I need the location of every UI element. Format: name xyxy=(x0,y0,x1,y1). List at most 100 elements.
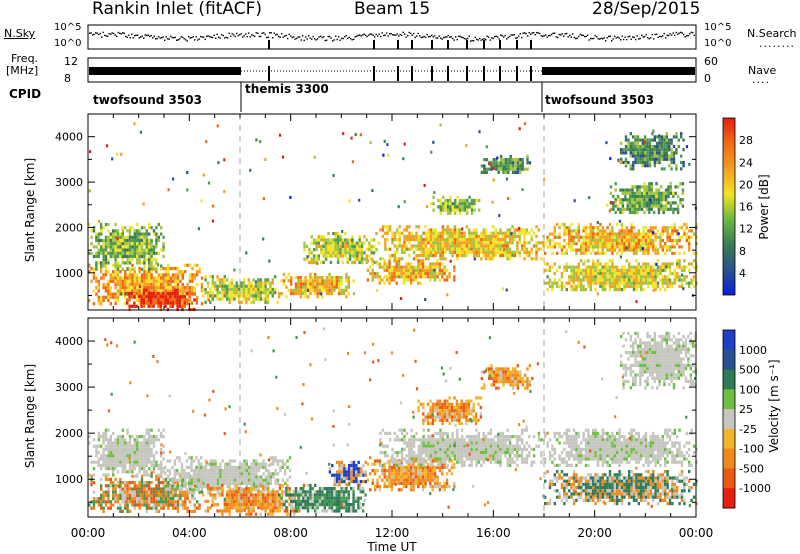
data-cell xyxy=(114,493,117,497)
data-cell xyxy=(618,281,621,285)
cell-column xyxy=(523,228,526,261)
data-cell xyxy=(193,503,196,507)
cell-column xyxy=(483,158,486,174)
data-cell xyxy=(662,210,665,215)
cell-column xyxy=(214,281,217,298)
data-cell xyxy=(653,151,656,155)
data-cell xyxy=(665,157,668,161)
data-cell xyxy=(644,232,648,236)
cell-column xyxy=(611,226,614,255)
data-cell xyxy=(384,231,387,235)
data-cell xyxy=(97,302,100,306)
data-cell xyxy=(254,297,258,301)
noise-point xyxy=(450,36,452,38)
data-cell xyxy=(368,244,371,248)
data-cell xyxy=(145,298,148,303)
noise-point xyxy=(245,33,247,35)
noise-point xyxy=(588,39,590,41)
data-cell xyxy=(150,251,153,255)
data-cell xyxy=(167,506,170,510)
noise-point xyxy=(144,34,146,36)
data-cell xyxy=(460,231,464,235)
cell-column xyxy=(446,198,450,215)
data-cell xyxy=(630,265,633,269)
data-cell xyxy=(606,262,609,266)
data-cell xyxy=(220,278,223,282)
data-cell xyxy=(269,291,272,295)
data-cell xyxy=(145,503,148,507)
data-cell xyxy=(635,251,638,255)
data-cell xyxy=(677,232,680,236)
data-cell xyxy=(114,292,117,296)
data-cell xyxy=(421,268,425,272)
data-cell xyxy=(264,300,267,304)
data-cell xyxy=(484,231,488,235)
data-cell xyxy=(437,205,440,209)
data-cell xyxy=(145,493,148,497)
data-cell xyxy=(402,268,406,272)
noise-point xyxy=(566,32,568,35)
data-cell xyxy=(548,232,552,236)
cell-column xyxy=(287,272,290,292)
cell-column xyxy=(441,262,444,279)
data-cell xyxy=(109,279,112,283)
data-cell xyxy=(504,167,508,171)
cell-column xyxy=(656,229,660,255)
data-cell xyxy=(647,238,650,243)
data-cell xyxy=(635,259,638,263)
data-cell xyxy=(516,234,519,238)
data-cell xyxy=(659,238,662,243)
data-cell xyxy=(102,286,105,290)
data-cell xyxy=(619,198,622,202)
noise-point xyxy=(267,36,269,38)
data-cell xyxy=(609,207,613,211)
data-cell xyxy=(121,497,124,501)
data-cell xyxy=(477,254,481,258)
data-cell xyxy=(133,503,136,507)
noise-point xyxy=(561,33,563,35)
data-cell xyxy=(589,272,592,276)
data-cell xyxy=(628,204,632,208)
noise-point xyxy=(615,37,617,39)
data-cell xyxy=(596,242,600,246)
data-cell xyxy=(274,287,277,292)
data-cell xyxy=(592,272,595,276)
cell-column xyxy=(290,276,293,296)
data-cell xyxy=(669,181,672,185)
data-cell xyxy=(131,490,134,494)
data-cell xyxy=(616,281,619,285)
noise-point xyxy=(104,34,106,37)
data-cell xyxy=(484,234,488,238)
noise-point xyxy=(194,39,196,41)
noise-point xyxy=(530,33,532,35)
data-cell xyxy=(463,234,466,238)
data-cell xyxy=(145,258,148,262)
data-cell xyxy=(155,509,158,513)
data-cell xyxy=(128,261,132,265)
noise-point xyxy=(302,35,304,37)
data-cell xyxy=(454,198,457,203)
data-cell xyxy=(620,265,624,269)
cell-column xyxy=(671,262,674,288)
data-cell xyxy=(674,201,677,205)
data-cell xyxy=(381,265,384,269)
data-cell xyxy=(589,235,592,239)
cell-column xyxy=(663,135,666,171)
data-cell xyxy=(176,291,179,296)
data-cell xyxy=(660,148,664,152)
noise-point xyxy=(321,36,323,39)
data-cell xyxy=(262,297,265,301)
data-cell xyxy=(648,160,652,165)
data-cell xyxy=(162,298,165,302)
data-cell xyxy=(565,288,568,292)
data-cell xyxy=(353,244,357,248)
data-cell xyxy=(637,284,640,288)
data-cell xyxy=(327,238,330,242)
data-cell xyxy=(396,247,399,251)
data-cell xyxy=(128,509,132,513)
noise-point xyxy=(158,36,160,38)
data-cell xyxy=(604,272,607,276)
data-cell xyxy=(287,272,290,276)
cell-column xyxy=(178,295,182,308)
cell-column xyxy=(466,198,469,215)
